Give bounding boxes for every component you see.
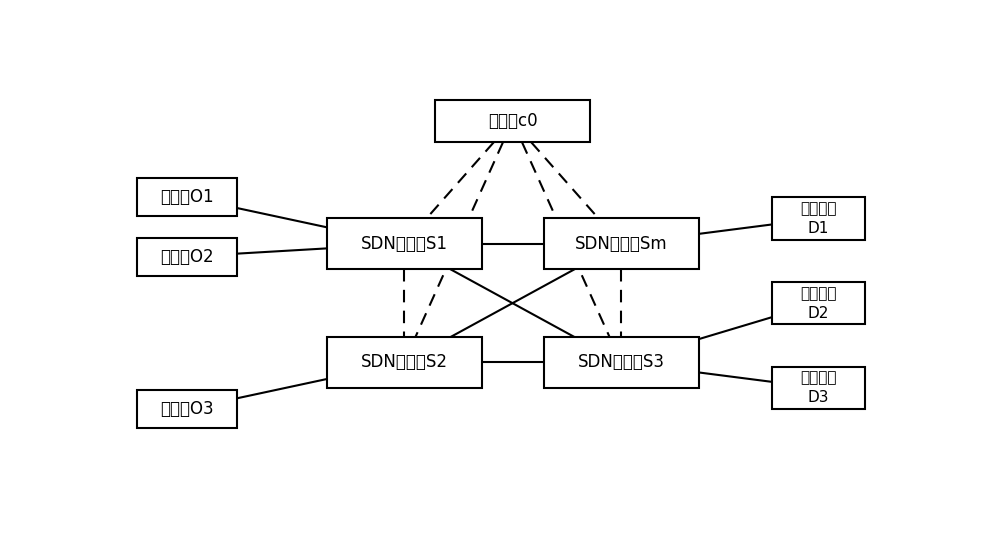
Text: 目的节点
D2: 目的节点 D2 xyxy=(800,286,837,321)
FancyBboxPatch shape xyxy=(772,197,865,240)
FancyBboxPatch shape xyxy=(772,367,865,409)
FancyBboxPatch shape xyxy=(137,178,237,216)
Text: 目的节点
D1: 目的节点 D1 xyxy=(800,201,837,236)
Text: 源节点O3: 源节点O3 xyxy=(160,400,214,418)
FancyBboxPatch shape xyxy=(435,100,590,142)
FancyBboxPatch shape xyxy=(137,238,237,276)
Text: SDN交换机S1: SDN交换机S1 xyxy=(360,235,448,253)
Text: 源节点O1: 源节点O1 xyxy=(160,188,214,206)
FancyBboxPatch shape xyxy=(544,218,698,270)
FancyBboxPatch shape xyxy=(137,390,237,428)
Text: SDN交换机Sm: SDN交换机Sm xyxy=(575,235,667,253)
FancyBboxPatch shape xyxy=(326,218,482,270)
Text: SDN交换机S2: SDN交换机S2 xyxy=(360,354,448,371)
Text: 目的节点
D3: 目的节点 D3 xyxy=(800,371,837,405)
Text: SDN交换机S3: SDN交换机S3 xyxy=(578,354,664,371)
Text: 源节点O2: 源节点O2 xyxy=(160,248,214,266)
FancyBboxPatch shape xyxy=(326,337,482,388)
FancyBboxPatch shape xyxy=(544,337,698,388)
FancyBboxPatch shape xyxy=(772,282,865,324)
Text: 控制器c0: 控制器c0 xyxy=(488,112,537,130)
